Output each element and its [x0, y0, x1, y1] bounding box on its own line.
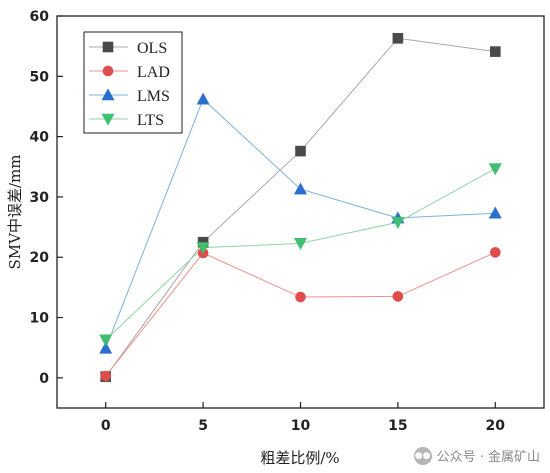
- y-tick-label: 40: [30, 130, 50, 146]
- point-ols: [295, 145, 306, 157]
- point-lms: [488, 206, 502, 219]
- point-lad: [489, 247, 501, 258]
- legend-label-lad: LAD: [137, 64, 170, 81]
- point-lad: [392, 291, 404, 302]
- series-layer: [99, 33, 502, 382]
- watermark-text: 公众号 · 金属矿山: [436, 450, 540, 465]
- point-lts: [391, 216, 405, 229]
- legend-label-lms: LMS: [137, 88, 170, 105]
- wechat-icon: ●●: [413, 446, 432, 465]
- x-tick-label: 10: [291, 418, 311, 434]
- point-lad: [100, 370, 111, 382]
- x-tick-label: 15: [388, 418, 407, 434]
- point-lts: [99, 334, 113, 347]
- x-axis: 0 5 10 15 20: [101, 402, 505, 434]
- point-ols: [489, 46, 501, 57]
- point-lms: [293, 182, 308, 195]
- legend-marker-lts: [101, 113, 115, 126]
- y-tick-label: 60: [30, 9, 50, 25]
- legend-marker-lms: [101, 88, 115, 101]
- legend-label-ols: OLS: [137, 40, 167, 57]
- point-ols: [392, 33, 404, 44]
- point-lms: [99, 341, 113, 354]
- legend-marker-ols: [102, 41, 114, 53]
- legend-label-lts: LTS: [137, 112, 164, 129]
- y-tick-label: 0: [39, 371, 49, 387]
- y-tick-label: 10: [30, 311, 50, 327]
- watermark: ●● 公众号 · 金属矿山: [413, 446, 540, 465]
- legend: OLS LAD LMS LTS: [83, 31, 183, 134]
- point-lts: [293, 238, 308, 250]
- x-tick-label: 0: [101, 418, 111, 434]
- y-tick-label: 30: [30, 190, 50, 206]
- x-tick-label: 5: [198, 418, 208, 434]
- y-tick-label: 20: [30, 250, 50, 266]
- point-lts: [196, 242, 210, 255]
- series-line-lms: [105, 98, 496, 349]
- point-lts: [488, 163, 502, 176]
- legend-marker-lad: [102, 65, 114, 77]
- point-lms: [196, 92, 210, 105]
- y-axis-title: SMV中误差/mm: [6, 155, 24, 270]
- y-tick-label: 50: [30, 69, 50, 85]
- series-line-lad: [105, 251, 496, 377]
- legend-frame: [83, 31, 183, 134]
- point-lad: [295, 291, 306, 303]
- x-axis-title: 粗差比例/%: [260, 449, 339, 467]
- x-tick-label: 20: [486, 418, 506, 434]
- y-axis: 0 10 20 30 40 50 60: [30, 9, 63, 387]
